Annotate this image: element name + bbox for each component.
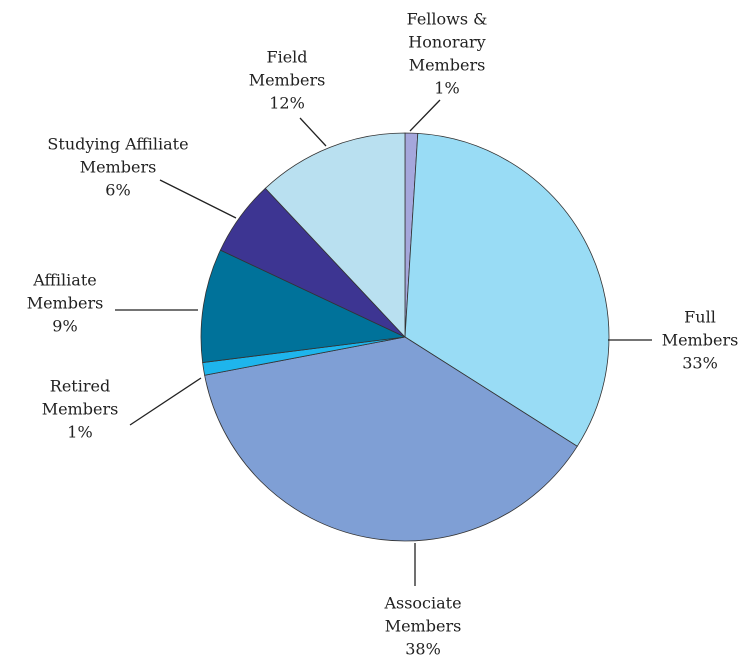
leader-line: [299, 117, 327, 147]
slice-label: Affiliate: [32, 271, 96, 290]
slice-label: Field: [266, 48, 307, 67]
slice-label: Fellows &: [407, 10, 488, 29]
slice-value-label: 9%: [52, 317, 77, 336]
slice-label: Associate: [383, 594, 461, 613]
slice-label: Full: [684, 308, 716, 327]
leader-line: [129, 377, 202, 426]
slice-value-label: 1%: [67, 423, 92, 442]
pie-slice: [404, 132, 610, 447]
slice-label: Studying Affiliate: [47, 135, 188, 154]
slice-value-label: 33%: [682, 354, 718, 373]
slice-value-label: 38%: [405, 640, 441, 658]
pie-slice: [264, 132, 406, 339]
slice-label: Members: [80, 158, 157, 177]
slice-label: Members: [42, 400, 119, 419]
slice-label: Members: [27, 294, 104, 313]
slice-label: Members: [409, 56, 486, 75]
leader-line: [159, 179, 237, 219]
pie-slice: [200, 249, 407, 364]
slice-value-label: 1%: [434, 79, 459, 98]
slice-value-label: 12%: [269, 94, 305, 113]
slice-label: Members: [662, 331, 739, 350]
slice-label: Retired: [50, 377, 110, 396]
slice-label: Members: [385, 617, 462, 636]
slice-value-label: 6%: [105, 181, 130, 200]
pie-slice: [204, 336, 578, 542]
leader-line: [409, 99, 441, 132]
slice-label: Members: [249, 71, 326, 90]
slice-label: Honorary: [408, 33, 485, 52]
